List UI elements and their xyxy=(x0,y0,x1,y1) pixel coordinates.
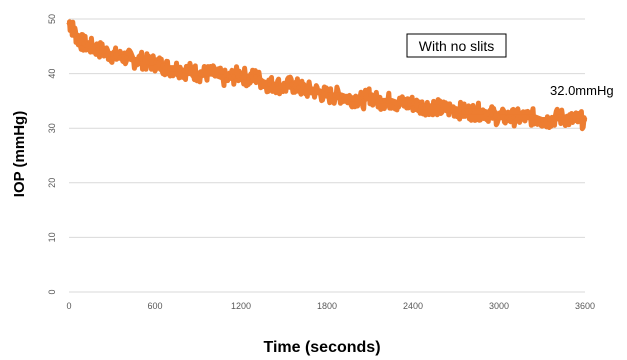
data-point xyxy=(339,93,344,98)
x-tick-label: 1800 xyxy=(317,301,337,311)
x-tick-label: 2400 xyxy=(403,301,423,311)
data-point xyxy=(425,104,430,109)
y-tick-labels: 0 10 20 30 40 50 xyxy=(47,14,57,295)
data-point xyxy=(360,98,365,103)
data-point xyxy=(325,93,329,98)
data-point xyxy=(532,115,537,120)
data-point xyxy=(210,71,215,76)
data-point xyxy=(289,82,294,87)
data-point xyxy=(439,107,444,112)
data-point xyxy=(260,79,265,84)
data-point xyxy=(561,115,566,120)
data-point xyxy=(568,118,573,123)
data-point xyxy=(224,77,229,82)
y-tick-label: 0 xyxy=(47,289,57,294)
data-point xyxy=(310,87,315,92)
data-point xyxy=(346,96,351,101)
data-point xyxy=(267,82,272,87)
data-point xyxy=(317,90,322,95)
gridlines xyxy=(69,18,585,238)
y-tick-label: 20 xyxy=(47,178,57,188)
data-point xyxy=(475,109,480,114)
data-point xyxy=(353,96,358,101)
data-point xyxy=(303,87,308,92)
x-tick-label: 3600 xyxy=(575,301,595,311)
data-point xyxy=(511,115,516,120)
data-point xyxy=(75,36,80,41)
data-point xyxy=(418,104,423,109)
data-point xyxy=(95,47,100,52)
data-point xyxy=(583,118,587,123)
data-point xyxy=(389,98,394,103)
data-point xyxy=(554,115,559,120)
x-tick-label: 1200 xyxy=(231,301,251,311)
end-value-annotation: 32.0mmHg xyxy=(550,83,614,98)
data-point xyxy=(117,55,122,60)
x-axis-title: Time (seconds) xyxy=(263,339,380,356)
data-point xyxy=(468,109,473,114)
x-tick-label: 600 xyxy=(147,301,162,311)
y-axis-title: IOP (mmHg) xyxy=(11,111,28,197)
annotation-box-label: With no slits xyxy=(419,38,494,54)
data-point xyxy=(497,115,501,120)
data-point xyxy=(102,49,107,54)
data-point xyxy=(411,101,415,106)
data-point xyxy=(231,74,236,79)
data-point xyxy=(138,57,143,62)
y-tick-label: 50 xyxy=(47,14,57,24)
data-point xyxy=(81,41,86,46)
x-tick-labels: 0 600 1200 1800 2400 3000 3600 xyxy=(66,301,595,311)
data-point xyxy=(332,93,337,98)
data-point xyxy=(110,52,114,57)
data-point xyxy=(246,77,251,82)
data-point xyxy=(375,98,380,103)
data-point xyxy=(396,101,401,106)
data-point xyxy=(145,60,150,65)
x-tick-label: 0 xyxy=(66,301,71,311)
y-tick-label: 10 xyxy=(47,232,57,242)
y-tick-label: 40 xyxy=(47,69,57,79)
data-point xyxy=(274,82,279,87)
data-point xyxy=(454,107,458,112)
data-point xyxy=(296,85,301,90)
data-point xyxy=(403,101,408,106)
x-tick-label: 3000 xyxy=(489,301,509,311)
data-point xyxy=(482,109,487,114)
data-point xyxy=(153,60,157,65)
data-point xyxy=(382,98,387,103)
data-point xyxy=(368,93,372,98)
y-tick-label: 30 xyxy=(47,123,57,133)
data-point xyxy=(131,57,136,62)
data-point xyxy=(174,66,179,71)
data-point xyxy=(217,74,222,79)
data-point xyxy=(160,63,165,68)
data-point xyxy=(239,71,243,76)
data-point xyxy=(203,71,208,76)
data-point xyxy=(282,85,286,90)
data-point xyxy=(196,71,200,76)
data-point xyxy=(525,115,530,120)
series-group xyxy=(66,19,588,132)
data-point xyxy=(124,55,129,60)
data-point xyxy=(188,68,193,73)
data-point xyxy=(461,109,466,114)
data-point xyxy=(547,118,552,123)
data-point xyxy=(540,118,544,123)
data-point xyxy=(489,112,494,117)
data-point xyxy=(88,44,93,49)
data-point xyxy=(253,74,258,79)
data-point xyxy=(518,115,523,120)
data-point xyxy=(575,118,580,123)
data-point xyxy=(71,27,76,32)
data-point xyxy=(446,107,451,112)
data-point xyxy=(167,66,172,71)
data-point xyxy=(181,68,186,73)
series-noise-trace xyxy=(67,19,588,132)
data-point xyxy=(432,104,437,109)
annotation-box: With no slits xyxy=(406,33,507,58)
data-point xyxy=(504,115,509,120)
data-point xyxy=(67,19,71,24)
